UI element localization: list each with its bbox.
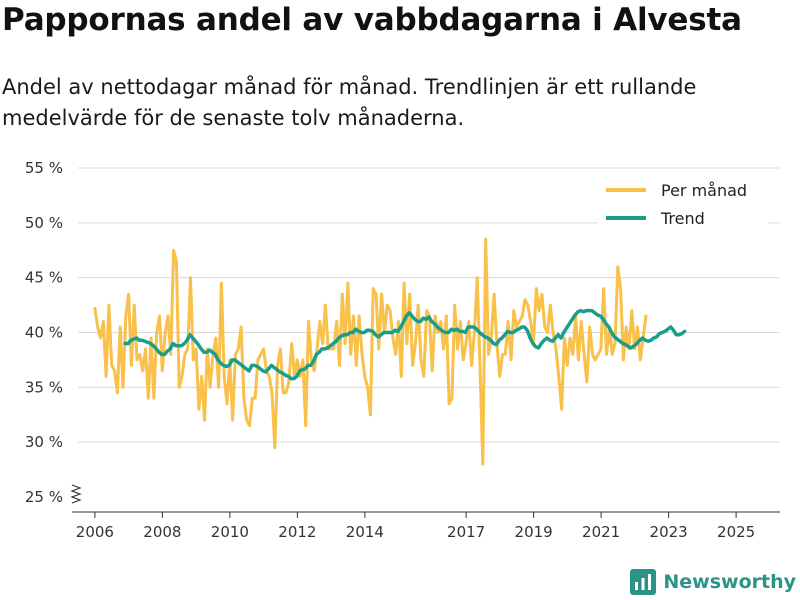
x-tick-label: 2021: [582, 523, 620, 541]
x-tick-label: 2006: [76, 523, 114, 541]
y-tick-label: 45 %: [25, 269, 63, 287]
brand-name: Newsworthy: [663, 571, 796, 593]
series-lines: [93, 237, 687, 466]
x-tick-label: 2008: [143, 523, 181, 541]
chart-subtitle: Andel av nettodagar månad för månad. Tre…: [2, 75, 697, 130]
legend-label-per-month: Per månad: [661, 181, 747, 200]
legend: Per månad Trend: [598, 173, 768, 228]
x-tick-label: 2017: [447, 523, 485, 541]
series-line-trend: [123, 308, 687, 381]
y-tick-label: 40 %: [25, 324, 63, 342]
x-tick-label: 2025: [717, 523, 755, 541]
y-axis-labels: 25 % 30 % 35 % 40 % 45 % 50 % 55 %: [25, 159, 63, 506]
series-line-per-month: [93, 237, 648, 466]
chart-title: Pappornas andel av vabbdagarna i Alvesta: [2, 2, 742, 38]
y-tick-label: 35 %: [25, 378, 63, 396]
y-tick-label: 55 %: [25, 159, 63, 177]
x-tick-label: 2019: [515, 523, 553, 541]
x-tick-label: 2012: [278, 523, 316, 541]
x-tick-label: 2023: [650, 523, 688, 541]
x-tick-label: 2014: [346, 523, 384, 541]
newsworthy-logo-icon: [630, 569, 657, 595]
y-tick-label: 50 %: [25, 214, 63, 232]
y-axis-break-icon: [70, 484, 82, 504]
y-tick-label: 30 %: [25, 433, 63, 451]
x-tick-label: 2010: [211, 523, 249, 541]
brand: Newsworthy: [630, 569, 796, 595]
y-tick-label: 25 %: [25, 488, 63, 506]
x-axis: 2006 2008 2010 2012 2014 2017 2019 2021 2023 2025: [72, 511, 780, 541]
legend-label-trend: Trend: [660, 209, 705, 228]
